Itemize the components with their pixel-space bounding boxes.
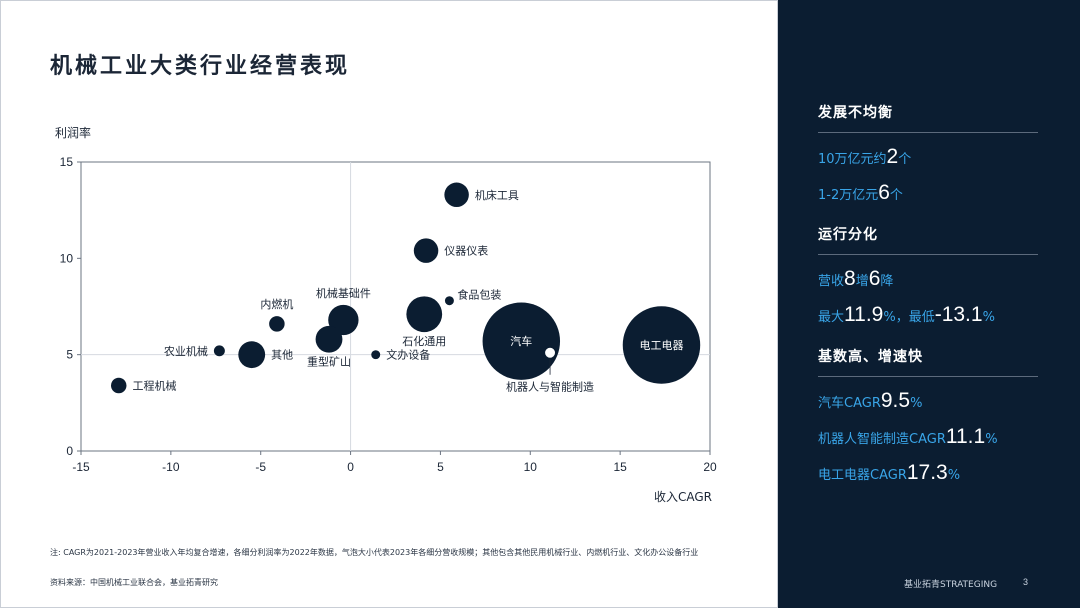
stat-middle: 增 [855,274,869,289]
bubble-label: 其他 [271,349,293,362]
y-tick-label: 0 [66,444,73,458]
y-tick-label: 15 [60,155,74,169]
stat-prefix: 最大 [818,310,845,325]
bubble-机器人与智能制造 [544,346,557,359]
bubble-label: 汽车 [510,334,532,348]
bubble-食品包装 [444,296,454,306]
stat-value: 8 [844,267,856,290]
stat-suffix: % [947,468,961,483]
bubble-label: 机床工具 [475,188,519,202]
stat-prefix: 1-2万亿元 [818,188,879,203]
stat-suffix: 降 [880,274,894,289]
y-tick-label: 5 [66,348,73,362]
stat-suffix: 个 [889,188,903,203]
x-axis-title: 收入CAGR [654,490,713,504]
stat-prefix: 机器人智能制造CAGR [818,432,946,447]
x-tick-label: 20 [703,460,717,474]
stat-value: 6 [878,181,890,204]
bubble-label: 机器人与智能制造 [506,380,594,394]
bubble-农业机械 [213,345,225,357]
x-tick-label: -15 [72,460,90,474]
sidebar-section-growth: 基数高、增速快 汽车CAGR9.5% 机器人智能制造CAGR11.1% 电工电器… [818,346,1038,485]
sidebar-section-balance: 发展不均衡 10万亿元约2个 1-2万亿元6个 [818,102,1038,205]
stat-line: 电工电器CAGR17.3% [818,461,1038,485]
bubble-其他 [238,341,266,369]
stat-suffix: 个 [898,152,912,167]
chart-note: 注: CAGR为2021-2023年营业收入年均复合增速，各细分利润率为2022… [50,548,699,557]
bubble-label: 文办设备 [386,348,430,362]
bubble-工程机械 [110,377,127,394]
plot-frame [80,161,711,452]
bubble-文办设备 [371,350,381,360]
page-title: 机械工业大类行业经营表现 [50,53,351,79]
stat-value: 17.3 [906,461,948,484]
summary-panel [778,0,1080,608]
stat-middle: %，最低 [883,310,935,325]
stat-suffix: % [982,310,995,325]
stat-value: 9.5 [880,389,911,412]
section-heading: 运行分化 [818,224,1038,255]
bubble-label: 重型矿山 [307,355,351,369]
stat-prefix: 营收 [818,274,845,289]
bubble-内燃机 [269,316,285,332]
x-tick-label: -5 [255,460,266,474]
stat-value: 11.1 [945,425,986,448]
bubble-机床工具 [444,182,469,208]
stat-line: 汽车CAGR9.5% [818,389,1038,413]
stat-suffix: % [910,396,923,411]
x-tick-label: 0 [347,460,354,474]
x-tick-label: 15 [613,460,627,474]
x-tick-label: -10 [162,460,180,474]
stat-line: 最大11.9%，最低-13.1% [818,303,1038,327]
bubble-label: 农业机械 [164,344,208,358]
stat-line: 1-2万亿元6个 [818,181,1038,205]
source-note: 资料来源：中国机械工业联合会，基业拓青研究 [50,578,218,587]
stat-suffix: % [985,432,998,447]
bubble-重型矿山 [315,325,343,353]
chart-slide [0,0,778,608]
x-tick-label: 10 [524,460,538,474]
bubble-label: 食品包装 [457,288,501,302]
stat-prefix: 汽车CAGR [818,396,881,411]
stat-prefix: 电工电器CAGR [818,468,907,483]
bubble-电工电器 [622,306,701,384]
x-tick-label: 5 [437,460,444,474]
bubble-仪器仪表 [413,238,439,263]
stat-line: 10万亿元约2个 [818,145,1038,169]
stat-line: 机器人智能制造CAGR11.1% [818,425,1038,449]
bubble-石化通用 [406,296,443,333]
bubble-label: 内燃机 [260,297,293,311]
stat-prefix: 10万亿元约 [818,152,887,167]
brand-footer: 基业拓青STRATEGING [904,580,998,590]
y-tick-label: 10 [60,251,74,265]
section-heading: 发展不均衡 [818,102,1038,133]
stat-value: 6 [868,267,881,290]
stat-line: 营收8增6降 [818,267,1038,291]
bubble-汽车 [482,302,561,380]
bubble-label: 仪器仪表 [444,244,488,258]
page-number: 3 [1023,577,1029,587]
bubble-机械基础件 [328,304,359,336]
stat-value: 11.9 [844,303,884,326]
section-heading: 基数高、增速快 [818,346,1038,377]
y-axis-title: 利润率 [55,126,92,140]
stat-value: -13.1 [934,303,983,326]
bubble-label: 机械基础件 [316,286,371,300]
stat-value: 2 [886,145,899,168]
bubble-label: 石化通用 [402,334,446,348]
bubble-label: 电工电器 [639,339,683,352]
bubble-label: 工程机械 [132,378,176,392]
sidebar-section-divergence: 运行分化 营收8增6降 最大11.9%，最低-13.1% [818,224,1038,327]
